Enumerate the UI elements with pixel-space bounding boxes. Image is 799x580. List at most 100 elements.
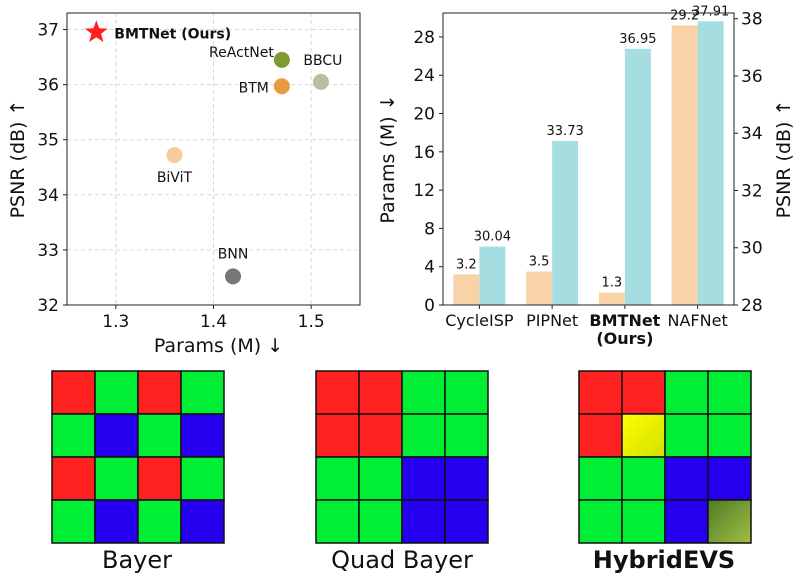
scatter-point	[166, 147, 183, 164]
bar-y2-axis-label: PSNR (dB) ↑	[773, 100, 795, 219]
scatter-y-tick-label: 32	[37, 296, 59, 316]
bar-psnr	[697, 21, 724, 305]
cfa-cell	[578, 499, 623, 544]
cfa-cell	[358, 499, 403, 544]
cfa-cell	[137, 456, 182, 501]
cfa-cell	[578, 413, 623, 458]
scatter-point-label: BTM	[239, 80, 269, 96]
bar-params-value-label: 29.2	[670, 8, 699, 23]
scatter-chart: 1.3 1.4 1.5 32 33 34 35 36 37 Params (M) ↓ PSNR (d…	[7, 12, 361, 357]
cfa-cell	[51, 456, 96, 501]
cfa-cell	[137, 413, 182, 458]
scatter-point-star	[84, 20, 108, 42]
bar-chart: 3.2 30.04 CycleISP 3.5 33.73 PIPNet 1.3 36.95 BM…	[377, 4, 795, 348]
cfa-cell	[444, 456, 489, 501]
scatter-y-axis-label: PSNR (dB) ↑	[7, 100, 29, 219]
scatter-y-tick-label: 37	[37, 21, 59, 41]
cfa-cell	[358, 370, 403, 415]
cfa-cell	[401, 499, 446, 544]
cfa-cell	[315, 499, 360, 544]
scatter-point-label: BiViT	[157, 170, 193, 186]
cfa-cell	[358, 413, 403, 458]
cfa-title: Bayer	[102, 546, 172, 574]
scatter-y-tick-label: 36	[37, 76, 59, 96]
bar-params-value-label: 3.5	[529, 254, 550, 269]
cfa-cell	[707, 370, 752, 415]
cfa-cell	[315, 413, 360, 458]
bar-y-tick-label: 20	[413, 105, 435, 125]
cfa-cell	[707, 456, 752, 501]
scatter-x-tick-label: 1.3	[102, 312, 129, 332]
cfa-cell	[94, 413, 139, 458]
bar-y2-tick-label: 38	[741, 10, 763, 30]
cfa-cell	[180, 456, 225, 501]
cfa-patterns: Bayer Quad Bayer HybridEVS	[51, 370, 752, 574]
cfa-cell	[94, 370, 139, 415]
scatter-x-tick-label: 1.4	[200, 312, 227, 332]
cfa-cell	[578, 370, 623, 415]
bar-params	[526, 271, 553, 305]
cfa-cell	[664, 370, 709, 415]
cfa-cell	[358, 456, 403, 501]
scatter-point-label: ReActNet	[209, 45, 274, 61]
bar-params	[598, 292, 625, 305]
bar-y-axis-label: Params (M) ↓	[377, 94, 399, 223]
scatter-point	[225, 268, 242, 285]
cfa-cell	[664, 456, 709, 501]
bar-psnr-value-label: 36.95	[619, 32, 656, 47]
cfa-cell	[180, 370, 225, 415]
cfa-cell	[401, 456, 446, 501]
cfa-title: Quad Bayer	[331, 546, 473, 574]
cfa-cell	[664, 499, 709, 544]
cfa-cell	[51, 370, 96, 415]
bar-y2-tick-label: 28	[741, 296, 763, 316]
cfa-cell	[401, 370, 446, 415]
bar-frame	[442, 12, 735, 306]
scatter-y-tick-label: 34	[37, 186, 59, 206]
cfa-cell	[621, 413, 666, 458]
cfa-cell	[94, 499, 139, 544]
cfa-cell	[707, 499, 752, 544]
bar-psnr-value-label: 30.04	[474, 230, 511, 245]
cfa-cell	[94, 456, 139, 501]
bar-y2-tick-label: 30	[741, 239, 763, 259]
bar-psnr-value-label: 37.91	[692, 4, 729, 19]
bar-psnr-value-label: 33.73	[547, 124, 584, 139]
cfa-cell	[180, 413, 225, 458]
scatter-point-label: BMTNet (Ours)	[114, 26, 231, 42]
cfa-cell	[664, 413, 709, 458]
bar-y-tick-label: 28	[413, 28, 435, 48]
bar-params	[671, 25, 698, 306]
scatter-y-tick-label: 35	[37, 131, 59, 151]
bar-y-tick-label: 0	[424, 296, 435, 316]
scatter-point	[273, 78, 290, 95]
scatter-point	[273, 51, 290, 68]
scatter-y-tick-label: 33	[37, 241, 59, 261]
bar-params	[453, 274, 480, 305]
cfa-cell	[707, 413, 752, 458]
bar-psnr	[552, 140, 579, 305]
cfa-cell	[444, 370, 489, 415]
scatter-x-tick-label: 1.5	[298, 312, 325, 332]
cfa-cell	[315, 456, 360, 501]
bar-psnr	[479, 246, 506, 305]
bar-y2-tick-label: 32	[741, 181, 763, 201]
bar-category-label: CycleISP	[445, 311, 514, 330]
bar-category-label: PIPNet	[526, 311, 578, 330]
scatter-point-label: BNN	[218, 246, 249, 262]
scatter-x-axis-label: Params (M) ↓	[154, 335, 283, 357]
cfa-cell	[401, 413, 446, 458]
scatter-point	[312, 73, 329, 90]
scatter-point-label: BBCU	[303, 53, 342, 69]
cfa-cell	[578, 456, 623, 501]
bar-category-label: (Ours)	[596, 329, 653, 348]
cfa-cell	[444, 413, 489, 458]
bar-y-tick-label: 12	[413, 181, 435, 201]
bar-y-tick-label: 4	[424, 258, 435, 278]
cfa-cell	[180, 499, 225, 544]
bar-params-value-label: 1.3	[602, 276, 623, 291]
bar-category-label: BMTNet	[589, 311, 660, 330]
cfa-cell	[51, 413, 96, 458]
bar-psnr	[624, 48, 651, 306]
